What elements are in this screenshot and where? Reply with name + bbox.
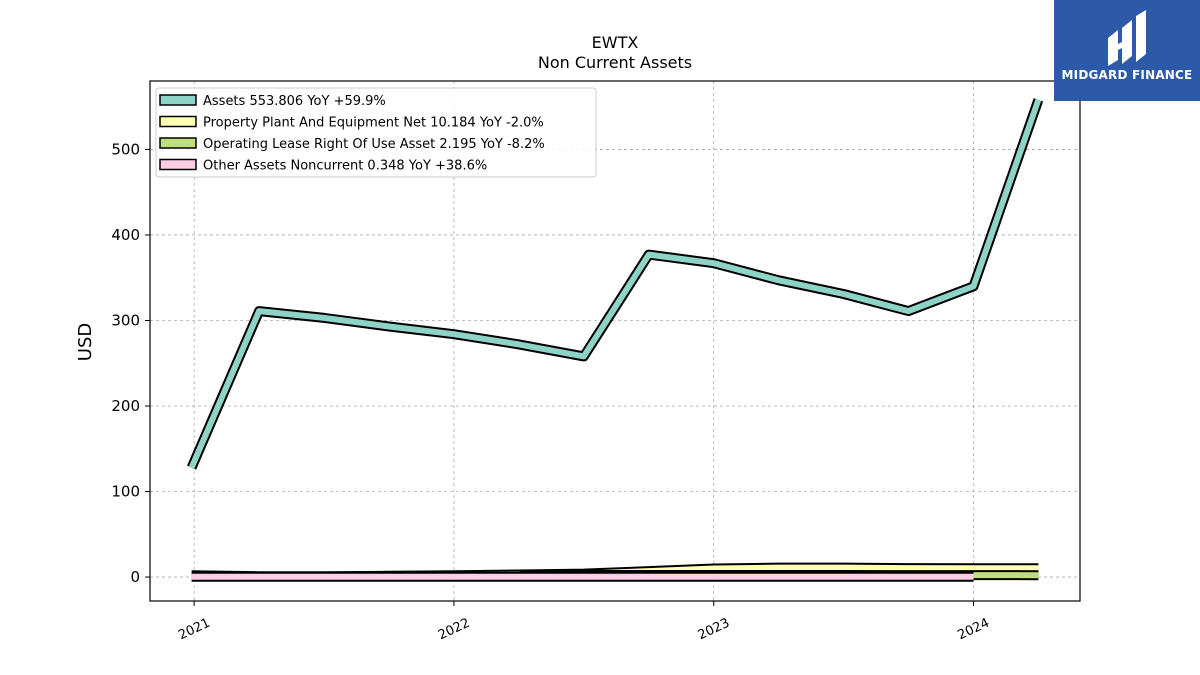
brand-name: MIDGARD FINANCE — [1061, 68, 1193, 82]
y-tick-label: 100 — [111, 483, 140, 501]
legend-label: Other Assets Noncurrent 0.348 YoY +38.6% — [203, 159, 487, 174]
series-line — [188, 98, 1042, 469]
legend-swatch — [159, 115, 197, 128]
legend-swatch — [159, 158, 197, 171]
x-tick-label: 2022 — [436, 616, 472, 644]
x-tick-label: 2024 — [956, 616, 992, 644]
plot-frame — [149, 80, 1081, 602]
legend-frame — [155, 87, 597, 178]
x-tick-label: 2023 — [696, 616, 732, 644]
legend-label: Assets 553.806 YoY +59.9% — [203, 94, 386, 109]
legend-swatch — [159, 94, 197, 106]
chart-subtitle: Non Current Assets — [538, 53, 692, 72]
y-axis-label: USD — [75, 323, 96, 361]
legend-label: Property Plant And Equipment Net 10.184 … — [203, 116, 544, 131]
legend-swatch — [159, 137, 197, 149]
plot-series — [187, 98, 1044, 582]
legend-label: Operating Lease Right Of Use Asset 2.195… — [203, 137, 545, 152]
legend: Assets 553.806 YoY +59.9% Property Plant … — [155, 87, 597, 178]
chart-title: EWTX — [592, 33, 639, 52]
midgard-logo-icon — [1108, 10, 1146, 66]
y-tick-label: 0 — [130, 568, 140, 586]
y-tick-label: 200 — [111, 397, 140, 415]
y-tick-label: 500 — [111, 140, 140, 158]
brand-logo: MIDGARD FINANCE — [1054, 0, 1200, 101]
y-tick-label: 400 — [111, 226, 140, 244]
x-tick-label: 2021 — [176, 616, 212, 644]
y-tick-label: 300 — [111, 311, 140, 329]
